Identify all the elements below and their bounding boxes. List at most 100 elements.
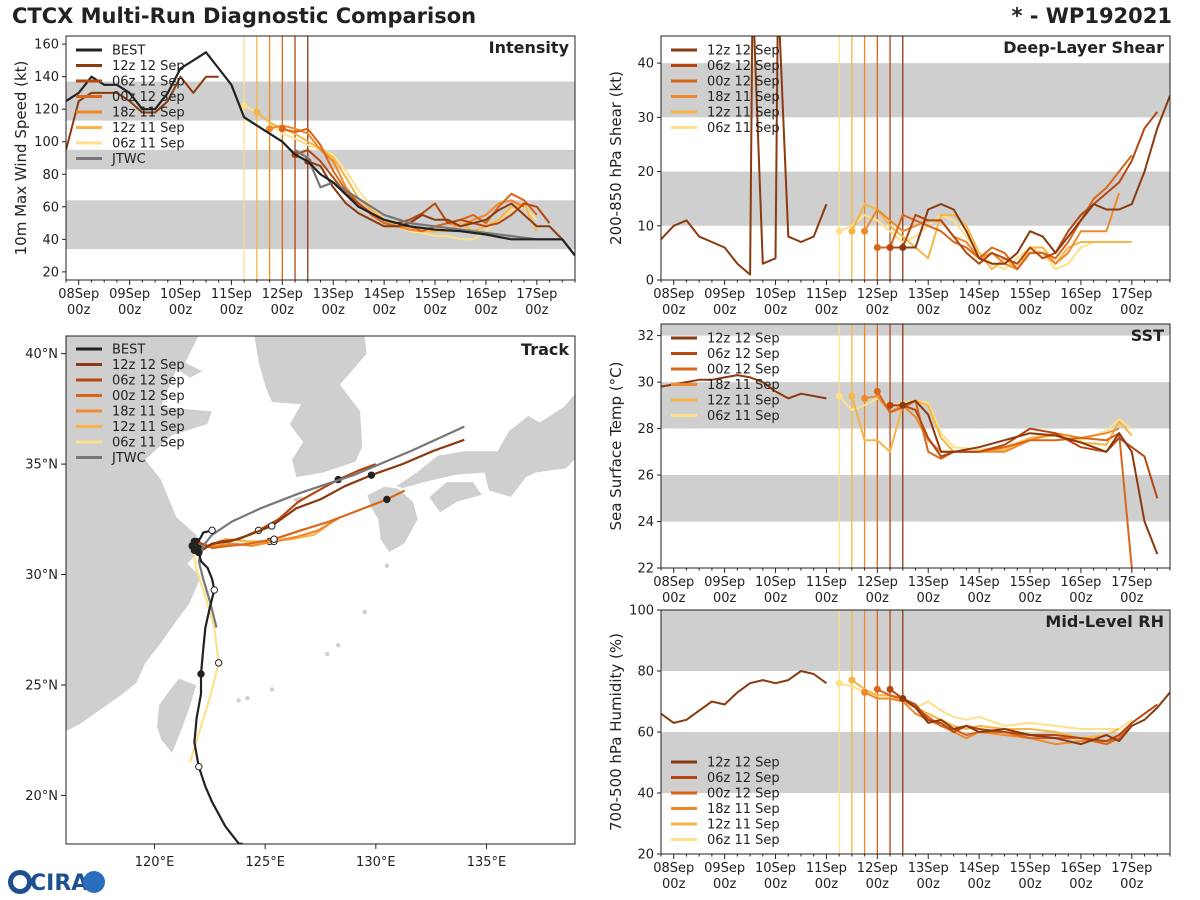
sst-ytick-label-26: 26	[637, 469, 654, 484]
rh-title: Mid-Level RH	[1045, 612, 1164, 631]
sst-xtick-sublabel-72: 00z	[815, 591, 839, 606]
track-xtick-label-125: 125°E	[245, 855, 285, 870]
track-legend-label-0: BEST	[112, 343, 145, 358]
shear-ytick-label-30: 30	[637, 111, 654, 126]
rh-xtick-label-120: 13Sep	[908, 861, 949, 876]
logo-globe-center-icon	[13, 875, 27, 889]
intensity-series-run_12z12-6	[307, 160, 564, 241]
shear-legend-label-0: 12z 12 Sep	[707, 44, 780, 59]
rh-legend-label-0: 12z 12 Sep	[707, 756, 780, 771]
intensity-series-run_12z12-5	[66, 75, 219, 151]
intensity-xtick-sublabel-0: 00z	[67, 303, 91, 318]
intensity-legend-label-5: 12z 11 Sep	[112, 121, 185, 136]
track-legend-label-2: 06z 12 Sep	[112, 374, 185, 389]
logo-text: CIRA	[30, 871, 88, 896]
track-legend-label-6: 06z 11 Sep	[112, 436, 185, 451]
rh-series-run_06z12-4	[889, 688, 1158, 743]
land-mainland-china	[66, 336, 213, 732]
track-title: Track	[521, 340, 569, 359]
track-legend-label-5: 12z 11 Sep	[112, 420, 185, 435]
shear-panel: 01020304008Sep00z09Sep00z10Sep00z11Sep00…	[607, 35, 1171, 318]
rh-ytick-label-60: 60	[637, 726, 654, 741]
track-series-run_18z11	[198, 516, 341, 550]
rh-init-point-run_12z11	[848, 676, 856, 684]
sst-xtick-sublabel-192: 00z	[1069, 591, 1093, 606]
shear-init-point-run_18z11	[861, 227, 869, 235]
shear-xtick-sublabel-24: 00z	[713, 303, 737, 318]
intensity-xtick-sublabel-192: 00z	[474, 303, 498, 318]
track-land-group	[66, 336, 575, 754]
intensity-ytick-label-80: 80	[42, 168, 59, 183]
intensity-legend-label-1: 12z 12 Sep	[112, 59, 185, 74]
rh-panel: 2040608010008Sep00z09Sep00z10Sep00z11Sep…	[607, 604, 1171, 892]
rh-series-group	[661, 670, 1170, 746]
sst-xtick-sublabel-120: 00z	[917, 591, 941, 606]
intensity-xtick-label-96: 12Sep	[262, 287, 303, 302]
intensity-band-2	[66, 81, 575, 121]
land-taiwan	[156, 677, 197, 754]
shear-title: Deep-Layer Shear	[1003, 38, 1164, 57]
intensity-panel: 2040608010012014016008Sep00z09Sep00z10Se…	[12, 35, 576, 318]
rh-xtick-sublabel-120: 00z	[917, 877, 941, 892]
shear-xtick-label-216: 17Sep	[1111, 287, 1152, 302]
shear-ytick-label-40: 40	[637, 57, 654, 72]
track-ytick-label-40: 40°N	[25, 347, 58, 362]
rh-init-point-run_06z11	[835, 679, 843, 687]
sst-xtick-label-216: 17Sep	[1111, 575, 1152, 590]
sst-init-point-run_12z11	[848, 392, 856, 400]
sst-series-run_12z12-6	[902, 399, 1159, 555]
sst-panel: 22242628303208Sep00z09Sep00z10Sep00z11Se…	[607, 323, 1171, 606]
intensity-xtick-sublabel-216: 00z	[525, 303, 549, 318]
shear-series-run_06z12-4	[890, 111, 1159, 265]
shear-xtick-label-120: 13Sep	[908, 287, 949, 302]
rh-xtick-sublabel-192: 00z	[1069, 877, 1093, 892]
intensity-legend-label-0: BEST	[112, 44, 145, 59]
shear-xtick-label-96: 12Sep	[857, 287, 898, 302]
intensity-xtick-sublabel-48: 00z	[169, 303, 193, 318]
rh-legend-label-3: 18z 11 Sep	[707, 802, 780, 817]
track-panel: 120°E 125°E 130°E 135°E 20°N 25°N 30°N 35°N 40°N…	[25, 335, 576, 870]
intensity-xtick-sublabel-24: 00z	[118, 303, 142, 318]
shear-ytick-label-10: 10	[637, 219, 654, 234]
rh-xtick-label-168: 15Sep	[1010, 861, 1051, 876]
figure-title: CTCX Multi-Run Diagnostic Comparison	[12, 4, 477, 28]
shear-init-point-run_06z12	[886, 243, 894, 251]
track-ytick-label-20: 20°N	[25, 789, 58, 804]
sst-series-run_12z12-5	[661, 374, 827, 400]
intensity-init-point-run_06z11	[240, 102, 248, 110]
sst-init-point-run_18z11	[861, 394, 869, 402]
rh-init-point-run_18z11	[861, 688, 869, 696]
sst-xtick-label-0: 08Sep	[653, 575, 694, 590]
shear-init-point-run_12z12	[899, 243, 907, 251]
rh-xtick-label-0: 08Sep	[653, 861, 694, 876]
intensity-series-jtwc-7	[294, 148, 563, 241]
track-point-run_00z12-8	[383, 495, 391, 504]
shear-legend-label-2: 00z 12 Sep	[707, 75, 780, 90]
sst-xtick-sublabel-168: 00z	[1018, 591, 1042, 606]
shear-ytick-label-0: 0	[646, 274, 654, 289]
rh-xtick-sublabel-72: 00z	[815, 877, 839, 892]
sst-legend-label-4: 12z 11 Sep	[707, 394, 780, 409]
sst-xtick-label-48: 10Sep	[755, 575, 796, 590]
track-legend-label-3: 00z 12 Sep	[112, 389, 185, 404]
rh-ylabel: 700-500 hPa Humidity (%)	[607, 633, 625, 831]
land-ryukyu-0	[324, 651, 330, 657]
sst-xtick-label-24: 09Sep	[704, 575, 745, 590]
track-point-best-12	[210, 586, 218, 594]
intensity-xtick-label-120: 13Sep	[313, 287, 354, 302]
track-series-jtwc	[197, 425, 465, 628]
land-ryukyu-5	[235, 697, 242, 704]
rh-ytick-label-40: 40	[637, 787, 654, 802]
rh-series-run_06z11-0	[838, 682, 1133, 730]
track-point-run_00z12-4	[270, 535, 278, 543]
sst-band-1	[661, 382, 1170, 429]
intensity-ytick-label-160: 160	[34, 38, 59, 53]
rh-band-1	[661, 610, 1170, 671]
shear-xtick-label-168: 15Sep	[1010, 287, 1051, 302]
shear-ytick-label-20: 20	[637, 165, 654, 180]
shear-xtick-sublabel-48: 00z	[764, 303, 788, 318]
intensity-xtick-label-24: 09Sep	[109, 287, 150, 302]
sst-title: SST	[1131, 326, 1164, 345]
shear-legend-label-1: 06z 12 Sep	[707, 59, 780, 74]
sst-band-0	[661, 475, 1170, 522]
